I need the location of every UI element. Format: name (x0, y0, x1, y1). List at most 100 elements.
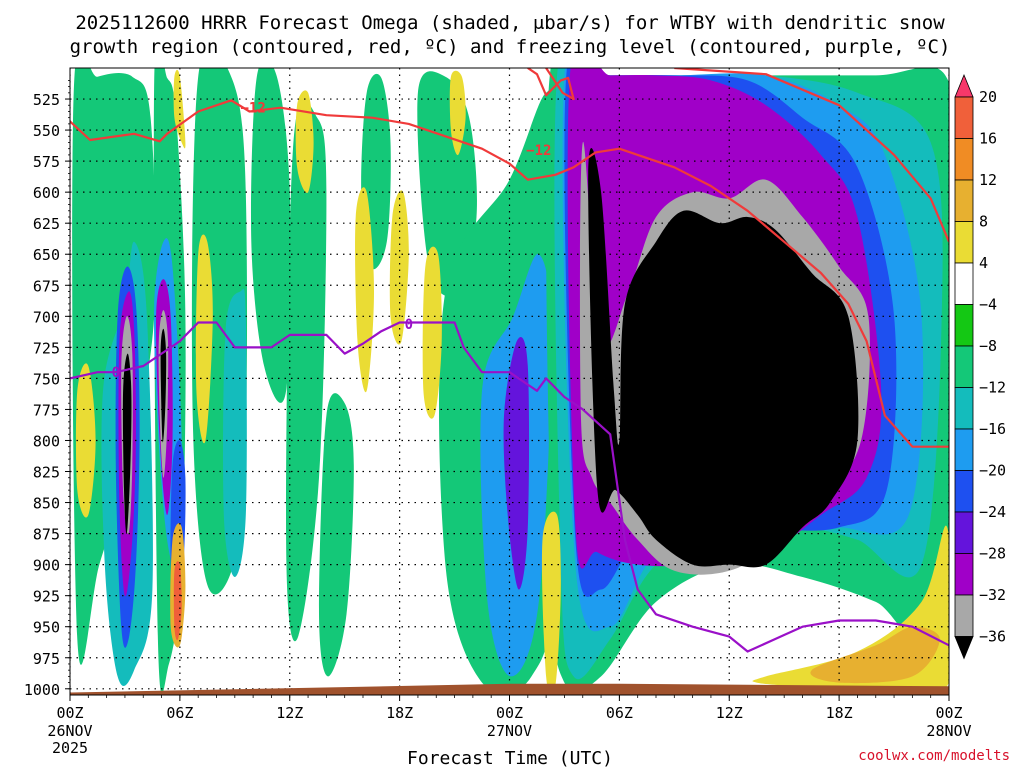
y-tick-label: 700 (33, 308, 60, 326)
y-tick-label: 725 (33, 339, 60, 357)
y-tick-label: 650 (33, 246, 60, 264)
dgz-minus12-contour (674, 68, 949, 243)
colorbar-swatch (954, 428, 974, 471)
colorbar-label: −12 (979, 379, 1006, 397)
omega-shaded-region (122, 353, 132, 535)
omega-shaded-region (389, 190, 409, 345)
dgz-contour-label: −12 (240, 101, 265, 117)
x-tick-date-label: 26NOV (47, 722, 92, 740)
x-tick-date-label: 27NOV (487, 722, 532, 740)
dgz-minus12-contour (70, 99, 949, 448)
x-tick-time-label: 12Z (716, 704, 743, 722)
omega-shaded-region (318, 393, 354, 677)
freezing-contour-label: 0 (405, 317, 413, 333)
x-tick-time-label: 00Z (496, 704, 523, 722)
y-tick-label: 975 (33, 650, 60, 668)
y-tick-label: 825 (33, 464, 60, 482)
x-tick-time-label: 06Z (166, 704, 193, 722)
y-tick-label: 600 (33, 184, 60, 202)
omega-shaded-region (223, 288, 247, 577)
colorbar-label: −24 (979, 503, 1006, 521)
y-tick-label: 1000 (24, 681, 60, 699)
colorbar-label: 16 (979, 130, 997, 148)
x-tick-time-label: 06Z (606, 704, 633, 722)
omega-shaded-region (422, 246, 442, 419)
colorbar-label: 12 (979, 171, 997, 189)
colorbar-label: −28 (979, 545, 1006, 563)
y-tick-label: 750 (33, 370, 60, 388)
colorbar-label: −20 (979, 462, 1006, 480)
y-tick-label: 575 (33, 153, 60, 171)
colorbar-label: 20 (979, 88, 997, 106)
x-tick-date-label: 28NOV (926, 722, 971, 740)
y-tick-label: 550 (33, 122, 60, 140)
y-tick-label: 775 (33, 401, 60, 419)
colorbar-bottom-arrow (954, 636, 974, 660)
x-tick-time-label: 18Z (826, 704, 853, 722)
colorbar-swatch (954, 96, 974, 139)
colorbar-swatch (954, 179, 974, 222)
omega-shaded-region (541, 511, 561, 695)
terrain-layer (70, 683, 949, 695)
colorbar-label: −4 (979, 296, 997, 314)
colorbar-label: −32 (979, 586, 1006, 604)
colorbar-label: 4 (979, 254, 988, 272)
colorbar-swatch (954, 387, 974, 430)
omega-shaded-region (286, 100, 327, 642)
x-axis-label: Forecast Time (UTC) (407, 748, 613, 768)
colorbar-swatch (954, 221, 974, 264)
colorbar-swatch (954, 511, 974, 554)
y-tick-label: 900 (33, 557, 60, 575)
omega-shaded-region (295, 90, 314, 193)
credit-text: coolwx.com/modelts (858, 748, 1010, 764)
colorbar-legend: 20 16 12 8 4 −4 −8 −12 −16 −20 −24 −28 −32 −36 (954, 73, 1006, 660)
gridlines (70, 68, 949, 695)
colorbar-label: −8 (979, 337, 997, 355)
omega-shaded-region (75, 363, 96, 518)
colorbar-label: −16 (979, 420, 1006, 438)
omega-shaded-region (250, 68, 291, 403)
colorbar-top-arrow (954, 73, 974, 98)
omega-shaded-region (195, 234, 213, 444)
y-tick-label: 675 (33, 277, 60, 295)
y-tick-label: 925 (33, 588, 60, 606)
y-tick-label: 950 (33, 619, 60, 637)
omega-shaded-region (810, 626, 940, 684)
x-tick-year-label: 2025 (52, 739, 88, 757)
y-tick-label: 525 (33, 91, 60, 109)
y-tick-label: 800 (33, 432, 60, 450)
x-tick-time-label: 12Z (276, 704, 303, 722)
omega-shaded-region (449, 70, 466, 156)
chart-title-line-1: 2025112600 HRRR Forecast Omega (shaded, … (75, 12, 945, 34)
omega-shaded-region (173, 69, 186, 149)
freezing-level-contour (70, 321, 949, 653)
colorbar-label: −36 (979, 628, 1006, 646)
y-tick-label: 625 (33, 215, 60, 233)
colorbar-swatch (954, 262, 974, 305)
dgz-minus12-contour (527, 68, 575, 101)
x-tick-time-label: 18Z (386, 704, 413, 722)
colorbar-swatch (954, 138, 974, 181)
freezing-contour-label: 0 (112, 365, 120, 381)
contour-layer: −12 −12 0 0 (70, 68, 949, 653)
omega-shaded-region (160, 328, 167, 443)
colorbar-swatch (954, 470, 974, 513)
colorbar-swatch (954, 345, 974, 388)
y-axis: 525 550 575 600 625 650 675 700 725 750 775 800 825 8… (24, 80, 70, 699)
chart-title-line-2: growth region (contoured, red, ºC) and f… (70, 36, 951, 58)
y-tick-label: 875 (33, 526, 60, 544)
omega-shaded-region (173, 561, 182, 641)
dgz-contour-label: −12 (526, 143, 551, 159)
colorbar-swatch (954, 594, 974, 637)
omega-shading-layer (72, 68, 949, 695)
colorbar-swatch (954, 553, 974, 596)
x-tick-time-label: 00Z (935, 704, 962, 722)
omega-shaded-region (355, 187, 374, 393)
terrain-surface (70, 683, 949, 695)
colorbar-label: 8 (979, 213, 988, 231)
omega-shaded-region (588, 148, 859, 568)
x-tick-time-label: 00Z (56, 704, 83, 722)
